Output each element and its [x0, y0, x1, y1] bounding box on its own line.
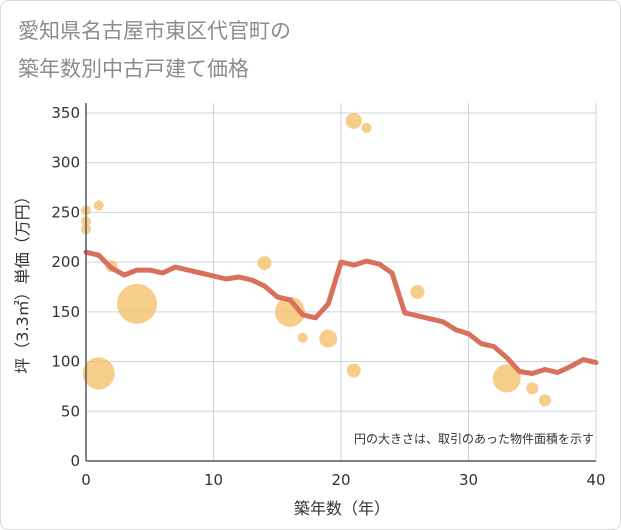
bubble-layer: [81, 112, 551, 407]
y-axis-label: 坪（3.3㎡）単価（万円）: [13, 188, 32, 373]
data-bubble: [346, 363, 361, 378]
data-bubble: [319, 329, 338, 348]
y-tick-label: 50: [61, 402, 80, 420]
data-bubble: [345, 112, 362, 129]
x-tick-label: 30: [459, 471, 478, 489]
data-bubble: [82, 357, 115, 390]
data-bubble: [361, 122, 372, 133]
y-tick-label: 150: [51, 303, 80, 321]
x-tick-label: 40: [586, 471, 605, 489]
chart-title: 愛知県名古屋市東区代官町の 築年数別中古戸建て価格: [18, 12, 291, 88]
trend-line: [83, 249, 599, 376]
trend-layer: [83, 249, 599, 376]
data-bubble: [539, 394, 551, 407]
data-bubble: [257, 256, 272, 271]
grid-layer: [86, 103, 597, 461]
y-tick-label: 0: [70, 452, 80, 470]
data-bubble: [93, 200, 104, 211]
data-bubble: [117, 283, 157, 324]
title-line-1: 愛知県名古屋市東区代官町の: [18, 19, 291, 43]
y-tick-label: 250: [51, 203, 80, 221]
data-bubble: [526, 382, 539, 395]
data-bubble: [492, 364, 521, 393]
y-tick-label: 350: [51, 104, 80, 122]
y-tick-label: 100: [51, 353, 80, 371]
x-axis-label: 築年数（年）: [294, 499, 390, 518]
tick-layer: 0 50 100 150 200 250 300 350 0 10 20 30 40: [51, 104, 605, 489]
x-tick-label: 10: [204, 471, 223, 489]
data-bubble: [297, 332, 308, 343]
x-tick-label: 0: [81, 471, 91, 489]
data-bubble: [275, 296, 305, 327]
y-tick-label: 200: [51, 253, 80, 271]
y-tick-label: 300: [51, 154, 80, 172]
axes-layer: [85, 103, 596, 462]
size-note: 円の大きさは、取引のあった物件面積を示す: [354, 431, 594, 446]
data-bubble: [410, 284, 425, 299]
title-line-2: 築年数別中古戸建て価格: [18, 57, 249, 81]
x-tick-label: 20: [331, 471, 350, 489]
